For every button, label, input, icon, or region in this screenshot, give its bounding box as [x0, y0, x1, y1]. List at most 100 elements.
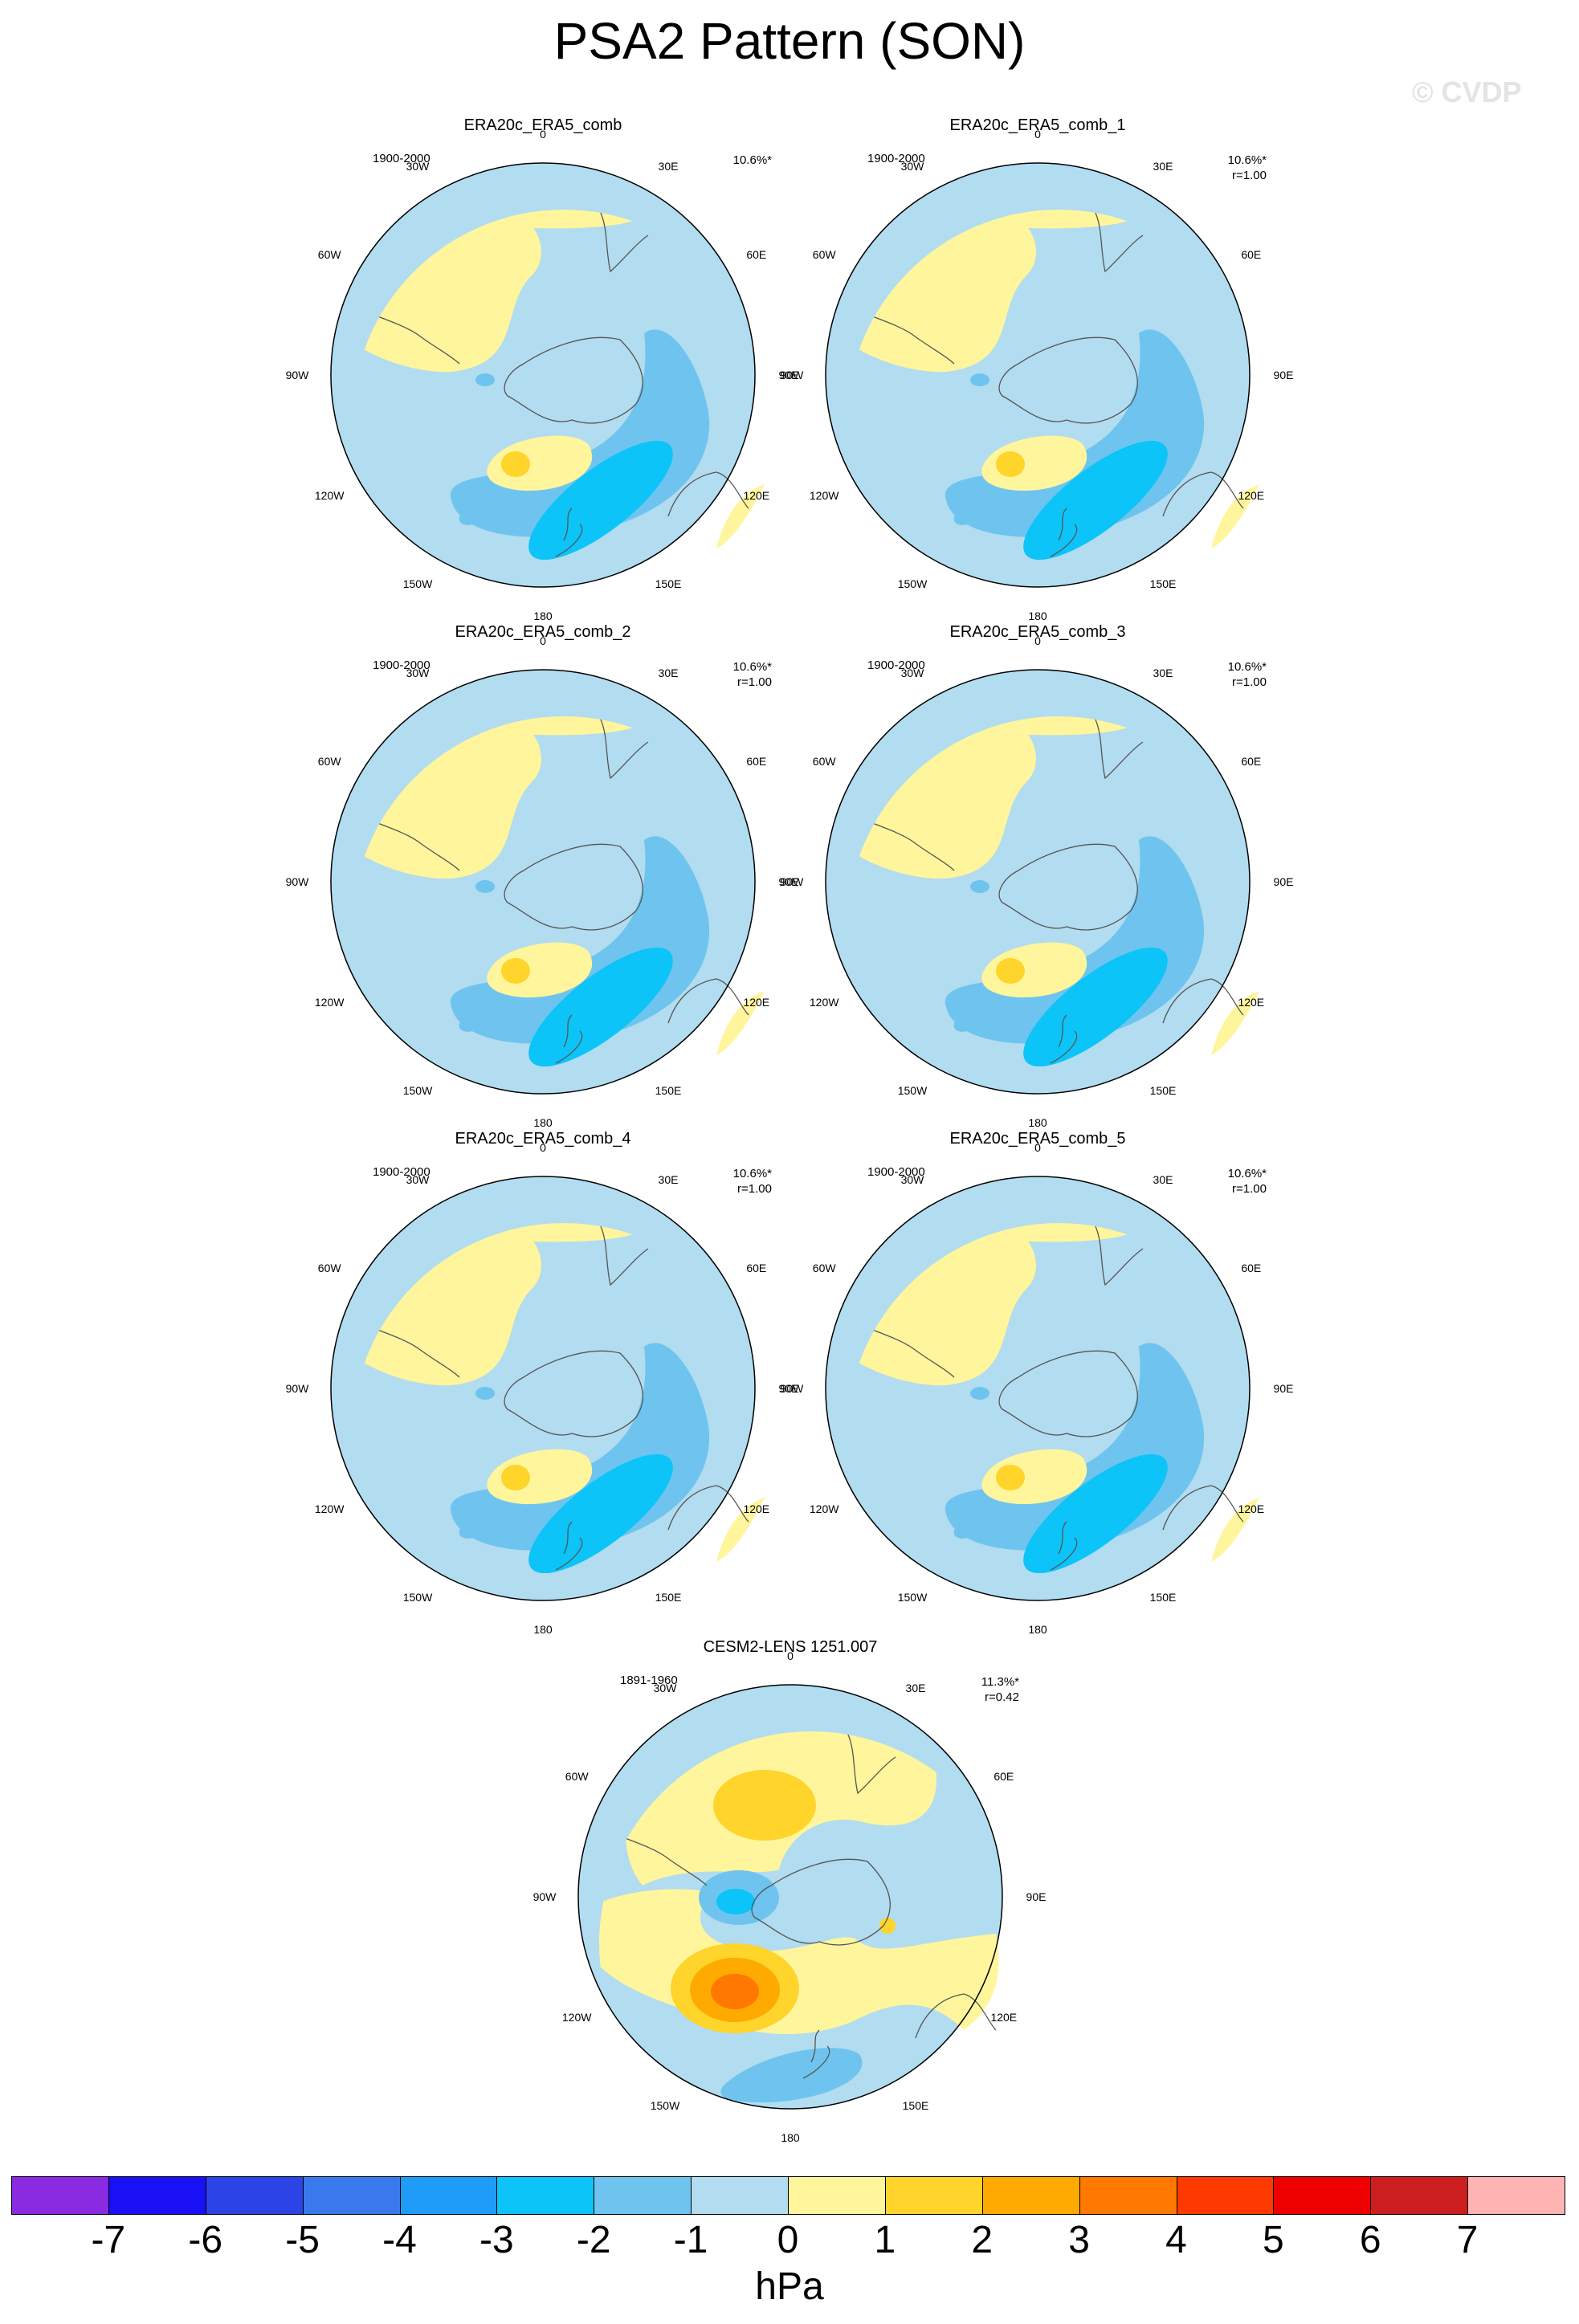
longitude-label: 150E: [655, 1083, 682, 1097]
new-zealand-outline: [555, 508, 583, 557]
longitude-label: 0: [787, 1649, 794, 1662]
anomaly-positive-region: [487, 1449, 593, 1505]
panel-title: ERA20c_ERA5_comb_1: [949, 116, 1126, 134]
map-panel: CESM2-LENS 1251.007 1891-1960 11.3%* r=0.42…: [533, 1638, 1047, 2144]
longitude-label: 120E: [1238, 489, 1265, 502]
longitude-label: 30E: [1153, 1173, 1173, 1187]
australia-coast: [667, 1485, 749, 1531]
anomaly-strong-negative-core: [1023, 1454, 1168, 1574]
longitude-label: 150W: [897, 1083, 928, 1097]
australia-coast: [1162, 471, 1244, 517]
polar-map: [577, 1684, 1003, 2110]
anomaly-positive-core: [879, 1918, 896, 1934]
anomaly-positive-region: [355, 716, 541, 879]
africa-coast: [599, 717, 649, 780]
explained-variance: 10.6%*: [1227, 1167, 1267, 1180]
map-border: [330, 162, 756, 588]
map-border: [825, 162, 1251, 588]
longitude-label: 90E: [1273, 1382, 1294, 1395]
longitude-label: 120W: [809, 489, 839, 502]
map-contours: [352, 1223, 765, 1574]
longitude-label: 90W: [285, 369, 309, 381]
explained-variance: 10.6%*: [732, 660, 772, 674]
antarctica-outline: [504, 843, 643, 931]
longitude-label: 180: [533, 610, 553, 622]
longitude-label: 120W: [809, 996, 839, 1009]
anomaly-positive-core: [996, 1465, 1025, 1490]
map-contours: [352, 716, 765, 1067]
colorbar-tick-label: -3: [479, 2219, 514, 2261]
anomaly-positive-region: [1211, 1498, 1259, 1562]
pattern-correlation: r=1.00: [737, 675, 772, 689]
longitude-label: 60W: [317, 755, 341, 768]
anomaly-positive-region: [355, 210, 541, 373]
anomaly-positive-core: [501, 1465, 530, 1490]
longitude-label: 150E: [902, 2098, 929, 2112]
longitude-label: 90E: [778, 369, 799, 381]
panel-period: 1900-2000: [867, 1165, 925, 1179]
longitude-label: 30E: [905, 1682, 926, 1695]
map-panel: ERA20c_ERA5_comb 1900-2000 10.6%* 0 30E 60E 90…: [286, 116, 799, 622]
longitude-label: 30E: [658, 1173, 679, 1187]
anomaly-negative-region: [475, 1387, 495, 1400]
colorbar-tick-label: 5: [1263, 2219, 1284, 2261]
longitude-label: 60W: [317, 248, 341, 261]
panel-period: 1900-2000: [867, 658, 925, 672]
colorbar-tick-label: 7: [1456, 2219, 1479, 2261]
longitude-label: 150W: [402, 577, 433, 590]
anomaly-negative-region: [720, 2048, 863, 2102]
map-border: [825, 1176, 1251, 1601]
longitude-label: 120W: [809, 1502, 839, 1515]
anomaly-negative-region: [475, 880, 495, 893]
map-panel: ERA20c_ERA5_comb_2 1900-2000 10.6%* r=1.00 0…: [286, 623, 799, 1129]
colorbar-swatch: [691, 2176, 789, 2215]
anomaly-negative-region: [970, 373, 989, 386]
panel-period: 1891-1960: [620, 1674, 678, 1687]
anomaly-positive-region: [487, 942, 593, 998]
colorbar-swatch: [981, 2176, 1080, 2215]
anomaly-negative-region: [953, 1521, 979, 1539]
panel-title: ERA20c_ERA5_comb_4: [455, 1130, 631, 1148]
anomaly-positive-region: [487, 435, 593, 491]
polar-map: [825, 162, 1259, 588]
anomaly-negative-region: [970, 1387, 989, 1400]
panel-title: ERA20c_ERA5_comb_3: [949, 623, 1126, 641]
longitude-label: 150W: [650, 2098, 680, 2112]
longitude-label: 0: [540, 128, 546, 141]
anomaly-positive-region: [1211, 484, 1259, 548]
panel-variance: 10.6%* r=1.00: [733, 1166, 772, 1197]
longitude-label: 90E: [778, 875, 799, 888]
pattern-correlation: r=1.00: [1232, 169, 1267, 182]
antarctica-outline: [504, 336, 643, 424]
colorbar-tick-label: 2: [971, 2219, 994, 2261]
polar-map: [330, 669, 765, 1095]
panel-title: ERA20c_ERA5_comb: [463, 116, 622, 134]
africa-coast: [1094, 210, 1144, 273]
longitude-label: 90W: [780, 369, 804, 381]
anomaly-positive-region: [1211, 991, 1259, 1055]
longitude-label: 90E: [778, 1382, 799, 1395]
longitude-label: 30W: [900, 667, 924, 680]
longitude-label: 120W: [314, 996, 345, 1009]
pattern-correlation: r=1.00: [1232, 1182, 1267, 1196]
longitude-label: 180: [1028, 1623, 1047, 1636]
longitude-label: 0: [1034, 128, 1041, 141]
panel-period: 1900-2000: [373, 658, 430, 672]
map-panel: ERA20c_ERA5_comb_1 1900-2000 10.6%* r=1.00 0…: [781, 116, 1294, 622]
colorbar-tick-label: -1: [673, 2219, 708, 2261]
longitude-label: 60W: [812, 1262, 836, 1274]
anomaly-negative-region: [953, 1014, 979, 1032]
longitude-label: 120W: [314, 1502, 345, 1515]
longitude-label: 90W: [780, 875, 804, 888]
longitude-label: 120E: [743, 996, 770, 1009]
longitude-label: 180: [1028, 1116, 1047, 1129]
australia-coast: [915, 1993, 997, 2039]
anomaly-strong-negative-core: [1023, 440, 1168, 561]
copyright-watermark: © CVDP: [1412, 75, 1522, 108]
anomaly-positive-region: [981, 435, 1087, 491]
new-zealand-outline: [555, 1014, 583, 1064]
polar-map: [825, 669, 1259, 1095]
panel-period: 1900-2000: [867, 152, 925, 165]
anomaly-positive-region: [981, 942, 1087, 998]
panel-title: CESM2-LENS 1251.007: [703, 1638, 878, 1656]
